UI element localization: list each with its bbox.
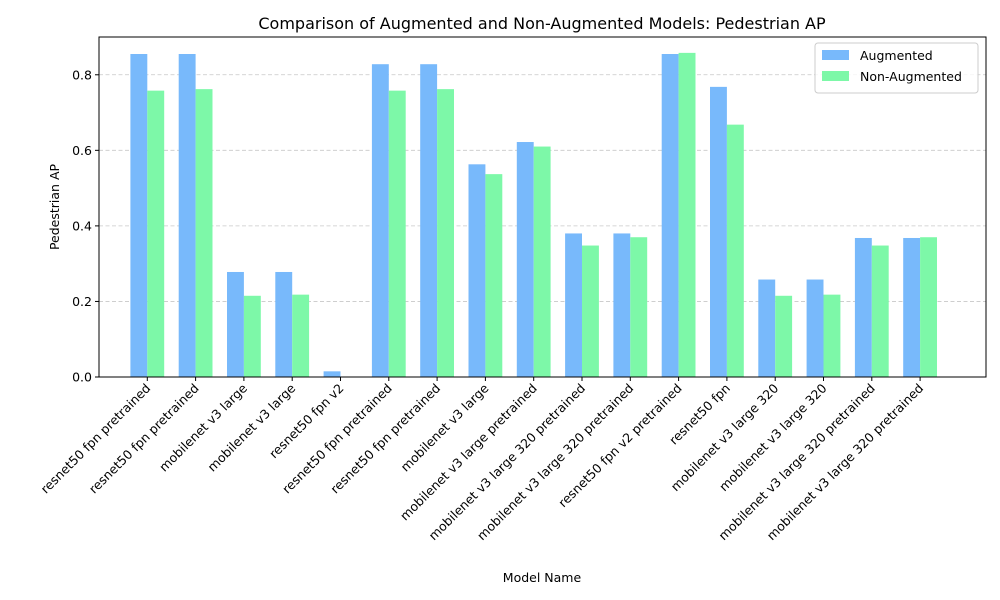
bar-augmented xyxy=(806,279,824,377)
y-tick-label: 0.2 xyxy=(72,294,92,309)
bar-non-augmented xyxy=(920,237,937,377)
bar-augmented xyxy=(275,271,293,377)
bar-augmented xyxy=(516,142,534,377)
bar-augmented xyxy=(613,233,631,377)
bar-augmented xyxy=(178,54,196,377)
bar-non-augmented xyxy=(437,89,454,377)
plot-frame xyxy=(98,36,987,378)
x-axis-label: Model Name xyxy=(503,570,582,585)
bar-non-augmented xyxy=(195,89,213,377)
bar-augmented xyxy=(323,371,341,377)
bar-augmented xyxy=(854,237,872,377)
bar-augmented xyxy=(420,64,438,377)
y-axis: 0.0 0.2 0.4 0.6 0.8 xyxy=(72,67,99,385)
bar-non-augmented xyxy=(533,146,551,377)
legend-swatch-non-augmented xyxy=(822,71,849,81)
legend-swatch-augmented xyxy=(822,50,849,60)
legend: Augmented Non-Augmented xyxy=(814,42,979,94)
y-tick-label: 0.4 xyxy=(72,218,92,233)
bar-non-augmented xyxy=(485,174,503,377)
bar-augmented xyxy=(661,54,679,377)
y-tick-label: 0.8 xyxy=(72,67,92,82)
bar-augmented xyxy=(758,279,776,377)
y-tick-label: 0.0 xyxy=(72,370,92,385)
bar-augmented xyxy=(565,233,582,377)
bars xyxy=(130,52,937,378)
bar-non-augmented xyxy=(630,237,648,377)
x-tick-label: mobilenet v3 large xyxy=(398,380,492,474)
bar-augmented xyxy=(227,271,244,377)
bar-non-augmented xyxy=(243,295,261,377)
bar-augmented xyxy=(903,237,921,377)
legend-frame xyxy=(814,42,979,94)
bar-non-augmented xyxy=(292,294,310,377)
bar-augmented xyxy=(468,164,486,377)
bar-non-augmented xyxy=(775,295,793,377)
bar-non-augmented xyxy=(147,90,165,378)
bar-non-augmented xyxy=(388,90,406,378)
legend-label-non-augmented: Non-Augmented xyxy=(860,69,962,84)
bar-augmented xyxy=(371,64,389,377)
x-tick-label: mobilenet v3 large xyxy=(204,380,298,474)
bar-non-augmented xyxy=(871,245,889,377)
bar-non-augmented xyxy=(823,294,841,377)
x-tick-label: mobilenet v3 large xyxy=(156,380,250,474)
bar-non-augmented xyxy=(726,124,744,378)
y-axis-label: Pedestrian AP xyxy=(47,163,62,250)
legend-label-augmented: Augmented xyxy=(860,48,933,63)
chart-title: Comparison of Augmented and Non-Augmente… xyxy=(258,14,826,33)
bar-non-augmented xyxy=(678,52,696,377)
bar-augmented xyxy=(710,86,727,377)
bar-non-augmented xyxy=(582,245,599,377)
y-tick-label: 0.6 xyxy=(72,143,92,158)
bar-augmented xyxy=(130,54,148,377)
